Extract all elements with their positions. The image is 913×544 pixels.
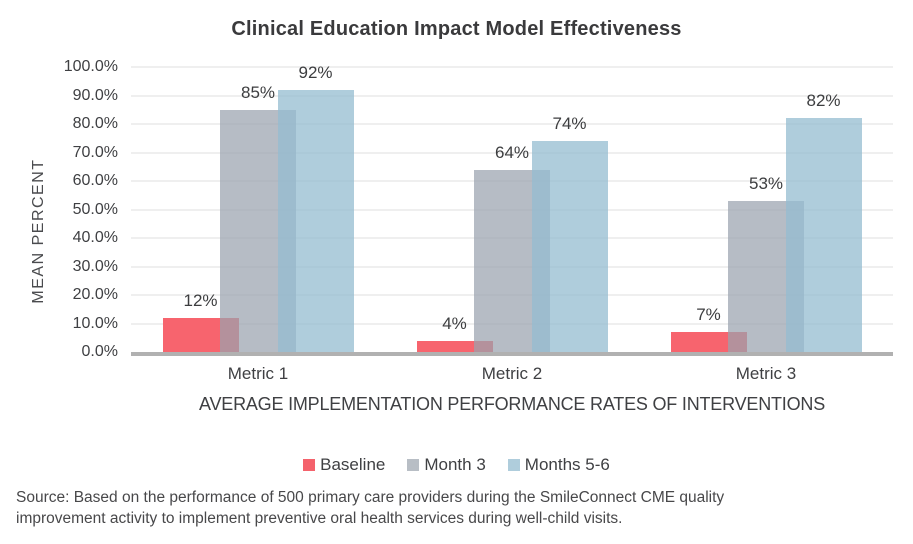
data-label-month-3-metric-3: 53% bbox=[748, 173, 784, 193]
legend-swatch-months-5-6 bbox=[507, 459, 520, 471]
y-tick-label: 100.0% bbox=[63, 58, 118, 75]
source-note: Source: Based on the performance of 500 … bbox=[16, 489, 725, 527]
y-tick-label: 40.0% bbox=[72, 229, 118, 246]
category-label-metric-1: Metric 1 bbox=[227, 364, 289, 383]
bar-months-5-6-metric-2 bbox=[531, 141, 608, 352]
legend-swatch-baseline bbox=[303, 459, 316, 471]
y-tick-label: 70.0% bbox=[72, 143, 118, 161]
legend-label-months-5-6: Months 5-6 bbox=[524, 455, 610, 474]
bar-months-5-6-metric-3 bbox=[785, 118, 862, 352]
data-label-months-5-6-metric-3: 82% bbox=[806, 91, 841, 111]
category-label-metric-2: Metric 2 bbox=[481, 364, 543, 383]
y-tick-label: 30.0% bbox=[72, 257, 118, 275]
gridline bbox=[131, 94, 893, 97]
category-label-metric-3: Metric 3 bbox=[735, 364, 797, 383]
legend-swatch-month-3 bbox=[407, 459, 420, 471]
data-label-month-3-metric-2: 64% bbox=[494, 142, 530, 162]
gridline bbox=[131, 123, 893, 125]
bar-baseline-metric-2 bbox=[416, 340, 493, 352]
gridline bbox=[131, 66, 893, 68]
data-label-baseline-metric-3: 7% bbox=[696, 305, 721, 325]
data-label-baseline-metric-2: 4% bbox=[442, 313, 467, 333]
data-label-months-5-6-metric-2: 74% bbox=[552, 114, 587, 134]
y-tick-label: 60.0% bbox=[72, 172, 118, 189]
legend-item-baseline: Baseline bbox=[303, 455, 385, 475]
y-tick-label: 0.0% bbox=[81, 343, 118, 360]
legend-item-months-5-6: Months 5-6 bbox=[507, 455, 610, 475]
y-tick-label: 10.0% bbox=[72, 314, 118, 332]
x-axis-title: AVERAGE IMPLEMENTATION PERFORMANCE RATES… bbox=[198, 394, 825, 414]
data-label-months-5-6-metric-1: 92% bbox=[298, 62, 333, 82]
bar-baseline-metric-3 bbox=[670, 332, 747, 352]
y-tick-label: 20.0% bbox=[72, 286, 118, 303]
legend-item-month-3: Month 3 bbox=[407, 455, 486, 475]
data-label-baseline-metric-1: 12% bbox=[183, 290, 218, 310]
y-tick-label: 90.0% bbox=[72, 86, 118, 104]
y-tick-label: 50.0% bbox=[72, 200, 118, 218]
legend-label-baseline: Baseline bbox=[320, 455, 386, 474]
y-tick-label: 80.0% bbox=[72, 115, 118, 132]
data-label-month-3-metric-1: 85% bbox=[240, 82, 276, 102]
legend: Baseline Month 3 Months 5-6 bbox=[0, 452, 913, 478]
chart-title: Clinical Education Impact Model Effectiv… bbox=[231, 18, 682, 40]
x-axis-line bbox=[131, 352, 893, 356]
bar-months-5-6-metric-1 bbox=[277, 89, 354, 352]
legend-label-month-3: Month 3 bbox=[424, 455, 486, 474]
gridline bbox=[131, 151, 893, 154]
